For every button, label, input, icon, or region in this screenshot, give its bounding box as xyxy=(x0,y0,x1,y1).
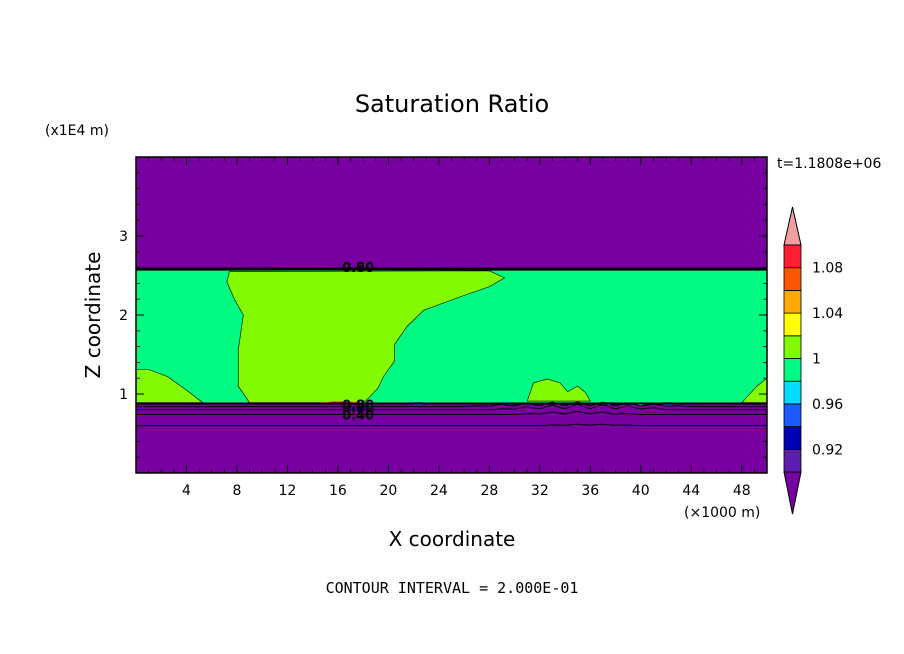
contour-fill xyxy=(135,157,768,473)
contour-lines xyxy=(136,267,767,427)
y-tick-label: 3 xyxy=(119,229,128,245)
x-tick-label: 48 xyxy=(733,483,751,499)
x-tick-label: 28 xyxy=(480,483,498,499)
contour-label: 0.40 xyxy=(342,409,374,424)
x-tick-label: 12 xyxy=(279,483,297,499)
region-cloud-base-red xyxy=(325,401,355,403)
x-axis-unit: (×1000 m) xyxy=(684,505,760,521)
x-tick-label: 8 xyxy=(232,483,241,499)
colorbar-swatch xyxy=(783,403,802,427)
contour-line-0.80 xyxy=(136,401,767,408)
chart-title: Saturation Ratio xyxy=(355,90,549,118)
colorbar-swatch xyxy=(783,267,802,291)
contour-label: 0.60 xyxy=(342,261,374,276)
colorbar-swatch xyxy=(783,335,802,359)
x-tick-label: 24 xyxy=(430,483,448,499)
colorbar-tick-label: 1.08 xyxy=(812,261,843,277)
region-supersaturated-cell xyxy=(526,378,591,402)
contour-line-0.40 xyxy=(136,410,767,415)
contour-label: 0.60 xyxy=(342,401,374,416)
colorbar-tick-label: 1 xyxy=(812,352,821,368)
colorbar-tick-label: 0.92 xyxy=(812,442,843,458)
colorbar-swatch xyxy=(783,426,802,450)
x-tick-label: 36 xyxy=(581,483,599,499)
contour-label: 0.80 xyxy=(342,398,374,413)
x-axis-label: X coordinate xyxy=(389,527,516,551)
y-axis-unit: (x1E4 m) xyxy=(45,123,109,139)
colorbar-swatch xyxy=(783,312,802,337)
colorbar-over-arrow xyxy=(783,206,802,246)
x-tick-label: 16 xyxy=(329,483,347,499)
y-tick-label: 1 xyxy=(119,387,128,403)
contour-line-0.20 xyxy=(136,423,767,427)
colorbar-swatch xyxy=(783,244,802,269)
x-tick-label: 32 xyxy=(531,483,549,499)
colorbar-tick-label: 0.96 xyxy=(812,397,843,413)
region-supersaturated-plume xyxy=(226,270,506,404)
contour-label: 0.80 xyxy=(342,261,374,276)
x-tick-label: 40 xyxy=(632,483,650,499)
y-axis: 1 2 3 xyxy=(119,172,767,458)
colorbar-tick-label: 1.04 xyxy=(812,306,843,322)
x-tick-label: 44 xyxy=(682,483,700,499)
x-tick-label: 20 xyxy=(379,483,397,499)
colorbar: 0.92 0.96 1 1.04 1.08 xyxy=(783,206,843,515)
colorbar-under-arrow xyxy=(783,471,802,515)
y-tick-label: 2 xyxy=(119,308,128,324)
colorbar-swatch xyxy=(783,289,802,314)
x-axis: 4 8 12 16 20 24 28 32 36 40 44 48 xyxy=(148,157,755,499)
contour-line-0.60 xyxy=(136,403,767,411)
contour-interval-footer: CONTOUR INTERVAL = 2.000E-01 xyxy=(326,579,579,597)
colorbar-swatch xyxy=(783,448,802,473)
colorbar-swatch xyxy=(783,380,802,405)
x-tick-label: 4 xyxy=(182,483,191,499)
y-axis-label: Z coordinate xyxy=(81,252,105,379)
colorbar-swatch xyxy=(783,358,802,382)
contour-labels: 0.800.600.800.600.40 xyxy=(342,261,374,424)
time-label: t=1.1808e+06 xyxy=(777,156,881,172)
